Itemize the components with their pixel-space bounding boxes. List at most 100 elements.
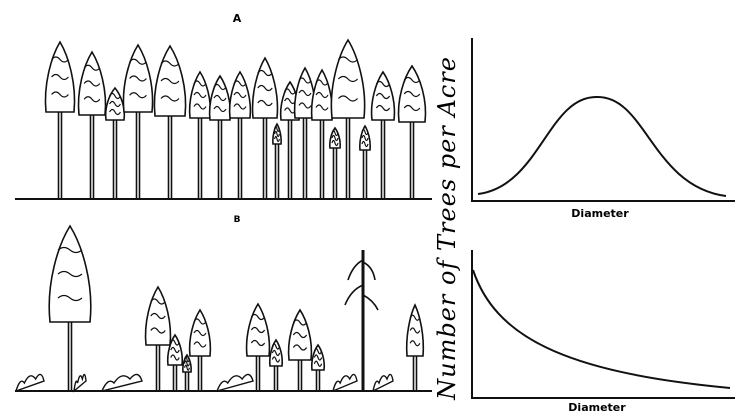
crown-detail <box>109 108 121 116</box>
crown-detail <box>233 80 247 87</box>
crown-detail <box>313 354 323 361</box>
crown-detail <box>109 92 121 100</box>
crown-detail <box>274 125 280 133</box>
y-axis-label: Number of Trees per Acre <box>433 56 461 401</box>
crown-detail <box>292 319 308 326</box>
crown-detail <box>193 80 207 87</box>
x-axis-label: Diameter <box>568 401 626 414</box>
crown-detail <box>150 327 166 334</box>
crown-detail <box>331 134 339 142</box>
panel-label: B <box>234 215 241 225</box>
crown-detail <box>361 128 369 136</box>
shrub <box>100 373 143 393</box>
crown-detail <box>313 348 323 355</box>
crown-detail <box>150 312 166 320</box>
crown-detail <box>193 341 207 348</box>
crown-detail <box>250 326 266 334</box>
crown-detail <box>274 135 280 143</box>
crown-detail <box>361 134 369 142</box>
shrub <box>215 373 254 393</box>
shrub <box>14 373 45 393</box>
decay-curve <box>472 269 731 389</box>
crown-detail <box>403 104 421 112</box>
crown-detail <box>193 103 207 110</box>
crown-detail <box>375 104 391 112</box>
trees <box>14 38 427 393</box>
crown-detail <box>83 80 101 87</box>
crown-detail <box>233 103 247 110</box>
crown-detail <box>257 99 273 107</box>
crown-detail <box>337 95 359 102</box>
crown-detail <box>298 77 312 84</box>
crown-detail <box>271 349 281 357</box>
graph-axes <box>471 250 735 399</box>
crown-detail <box>57 270 83 278</box>
crown-detail <box>337 75 359 83</box>
crown-detail <box>129 58 147 65</box>
crown-detail <box>160 95 180 102</box>
crown-detail <box>257 84 273 92</box>
crown-detail <box>184 360 190 367</box>
graph-axes <box>471 38 735 202</box>
crown-detail <box>51 56 69 63</box>
crown-detail <box>375 92 391 100</box>
crown-detail <box>403 76 421 84</box>
crown-detail <box>193 91 207 99</box>
crown-detail <box>250 313 266 321</box>
crown-detail <box>298 102 312 109</box>
x-axis-label: Diameter <box>571 207 629 220</box>
crown-detail <box>51 91 69 98</box>
crown-detail <box>409 314 421 321</box>
crown-detail <box>298 89 312 97</box>
crown-detail <box>193 329 207 337</box>
crown-detail <box>57 246 83 254</box>
crown-detail <box>403 90 421 98</box>
shrub <box>372 373 394 393</box>
crown-detail <box>233 91 247 99</box>
crown-detail <box>292 344 308 351</box>
crown-detail <box>83 64 101 71</box>
crown-detail <box>160 77 180 85</box>
crown-detail <box>193 318 207 325</box>
crown-detail <box>51 73 69 81</box>
crown-detail <box>250 339 266 347</box>
crown-detail <box>284 88 296 95</box>
crown-detail <box>361 140 369 148</box>
crown-detail <box>129 92 147 99</box>
crown-detail <box>292 331 308 339</box>
shrub <box>331 373 358 393</box>
crown-detail <box>170 354 180 361</box>
crown-detail <box>213 83 227 91</box>
crown-detail <box>409 340 421 347</box>
shrub <box>73 373 87 393</box>
crown-detail <box>271 343 281 350</box>
bell-curve <box>477 95 727 197</box>
crown-detail <box>313 360 323 367</box>
crown-detail <box>274 130 280 138</box>
crown-detail <box>150 298 166 305</box>
crown-detail <box>170 339 180 346</box>
crown-detail <box>315 79 329 86</box>
crown-detail <box>331 139 339 147</box>
crown-detail <box>160 60 180 67</box>
panel-label: A <box>233 12 242 25</box>
crown-detail <box>315 104 329 111</box>
crown-detail <box>337 56 359 63</box>
snag-branches <box>344 259 379 311</box>
crown-detail <box>331 129 339 137</box>
crown-detail <box>284 97 296 105</box>
crown-detail <box>170 346 180 354</box>
crown-detail <box>109 100 121 108</box>
crown-detail <box>284 107 296 114</box>
crown-detail <box>184 356 190 363</box>
crown-detail <box>375 80 391 88</box>
crown-detail <box>129 75 147 82</box>
crown-detail <box>213 94 227 102</box>
crown-detail <box>83 96 101 103</box>
crown-detail <box>184 364 190 371</box>
crown-detail <box>409 327 421 334</box>
crown-detail <box>57 294 83 302</box>
crown-detail <box>315 91 329 99</box>
